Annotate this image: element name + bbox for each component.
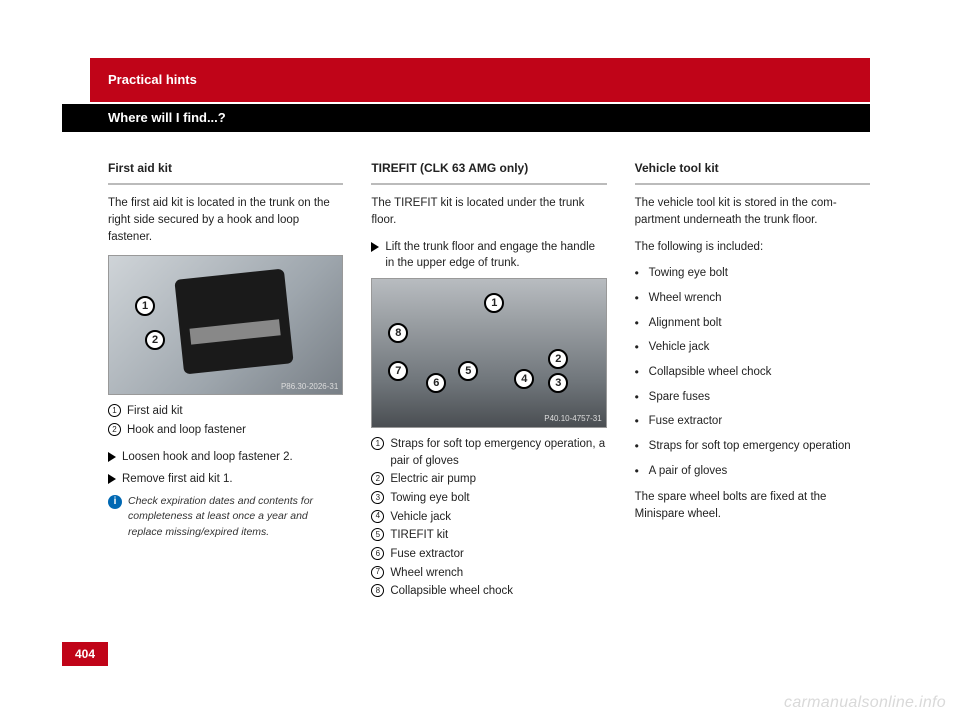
callout-7: 7 (388, 361, 408, 381)
watermark: carmanualsonline.info (784, 694, 946, 712)
legend-num: 8 (371, 584, 384, 597)
chapter-header: Practical hints (90, 58, 870, 102)
step-text: Remove first aid kit 1. (122, 471, 233, 488)
column-tirefit: TIREFIT (CLK 63 AMG only) The TIREFIT ki… (371, 160, 606, 610)
legend-text: TIREFIT kit (390, 527, 448, 544)
step: Remove first aid kit 1. (108, 471, 343, 488)
legend-text: Fuse extractor (390, 546, 464, 563)
col3-intro: The vehicle tool kit is stored in the co… (635, 195, 870, 228)
legend-text: Electric air pump (390, 471, 476, 488)
content-columns: First aid kit The first aid kit is locat… (108, 160, 870, 610)
legend-row: 2 Hook and loop fastener (108, 422, 343, 439)
callout-1: 1 (135, 296, 155, 316)
figure-label: P86.30-2026-31 (281, 381, 338, 393)
col3-lead: The following is included: (635, 239, 870, 256)
legend-text: Wheel wrench (390, 565, 463, 582)
toolkit-item: Spare fuses (635, 389, 870, 406)
legend-num: 1 (371, 437, 384, 450)
divider (371, 183, 606, 185)
legend-row: 2 Electric air pump (371, 471, 606, 488)
legend-text: Collapsible wheel chock (390, 583, 513, 600)
callout-8: 8 (388, 323, 408, 343)
col3-outro: The spare wheel bolts are fixed at the M… (635, 489, 870, 522)
callout-3: 3 (548, 373, 568, 393)
legend-num: 2 (108, 423, 121, 436)
info-icon: i (108, 495, 122, 509)
step: Loosen hook and loop fastener 2. (108, 449, 343, 466)
manual-page: Practical hints Where will I find...? Fi… (0, 0, 960, 720)
step-icon (371, 242, 379, 252)
legend-num: 1 (108, 404, 121, 417)
legend-num: 3 (371, 491, 384, 504)
step-text: Lift the trunk floor and engage the han­… (385, 239, 606, 272)
col2-step: Lift the trunk floor and engage the han­… (371, 239, 606, 272)
col2-title: TIREFIT (CLK 63 AMG only) (371, 160, 606, 177)
col2-intro: The TIREFIT kit is located under the tru… (371, 195, 606, 228)
toolkit-item: Wheel wrench (635, 290, 870, 307)
col1-steps: Loosen hook and loop fastener 2. Remove f… (108, 449, 343, 488)
divider (108, 183, 343, 185)
callout-2: 2 (548, 349, 568, 369)
page-number: 404 (62, 642, 108, 666)
divider (635, 183, 870, 185)
first-aid-kit-graphic (174, 269, 293, 375)
info-note: i Check expiration dates and contents fo… (108, 494, 343, 540)
callout-4: 4 (514, 369, 534, 389)
legend-text: Hook and loop fastener (127, 422, 246, 439)
figure-label: P40.10-4757-31 (544, 413, 601, 425)
step-icon (108, 474, 116, 484)
legend-text: First aid kit (127, 403, 183, 420)
col1-intro: The first aid kit is located in the trun… (108, 195, 343, 245)
toolkit-item: Towing eye bolt (635, 265, 870, 282)
legend-row: 1 Straps for soft top emergency opera­tio… (371, 436, 606, 469)
toolkit-item: Straps for soft top emergency opera­tion (635, 438, 870, 455)
legend-num: 6 (371, 547, 384, 560)
callout-6: 6 (426, 373, 446, 393)
column-first-aid: First aid kit The first aid kit is locat… (108, 160, 343, 610)
col1-legend: 1 First aid kit 2 Hook and loop fastener (108, 403, 343, 438)
legend-num: 5 (371, 528, 384, 541)
legend-row: 5 TIREFIT kit (371, 527, 606, 544)
toolkit-item: Vehicle jack (635, 339, 870, 356)
legend-text: Towing eye bolt (390, 490, 469, 507)
legend-row: 6 Fuse extractor (371, 546, 606, 563)
col1-title: First aid kit (108, 160, 343, 177)
legend-num: 2 (371, 472, 384, 485)
toolkit-list: Towing eye bolt Wheel wrench Alignment bol… (635, 265, 870, 479)
toolkit-item: Fuse extractor (635, 413, 870, 430)
step-text: Loosen hook and loop fastener 2. (122, 449, 293, 466)
toolkit-item: A pair of gloves (635, 463, 870, 480)
side-tab (62, 104, 90, 132)
toolkit-item: Alignment bolt (635, 315, 870, 332)
section-header: Where will I find...? (90, 104, 870, 132)
step-icon (108, 452, 116, 462)
toolkit-item: Collapsible wheel chock (635, 364, 870, 381)
legend-num: 7 (371, 566, 384, 579)
legend-text: Straps for soft top emergency opera­tion… (390, 436, 606, 469)
legend-row: 7 Wheel wrench (371, 565, 606, 582)
legend-row: 1 First aid kit (108, 403, 343, 420)
legend-row: 8 Collapsible wheel chock (371, 583, 606, 600)
tirefit-figure: 1 8 765 42 3 P40.10-4757-31 (371, 278, 606, 428)
callout-2: 2 (145, 330, 165, 350)
first-aid-figure: 1 2 P86.30-2026-31 (108, 255, 343, 395)
callout-5: 5 (458, 361, 478, 381)
legend-row: 3 Towing eye bolt (371, 490, 606, 507)
callout-1: 1 (484, 293, 504, 313)
column-toolkit: Vehicle tool kit The vehicle tool kit is… (635, 160, 870, 610)
legend-row: 4 Vehicle jack (371, 509, 606, 526)
col3-title: Vehicle tool kit (635, 160, 870, 177)
legend-num: 4 (371, 510, 384, 523)
info-text: Check expiration dates and contents for … (128, 494, 343, 540)
legend-text: Vehicle jack (390, 509, 451, 526)
col2-legend: 1 Straps for soft top emergency opera­tio… (371, 436, 606, 600)
